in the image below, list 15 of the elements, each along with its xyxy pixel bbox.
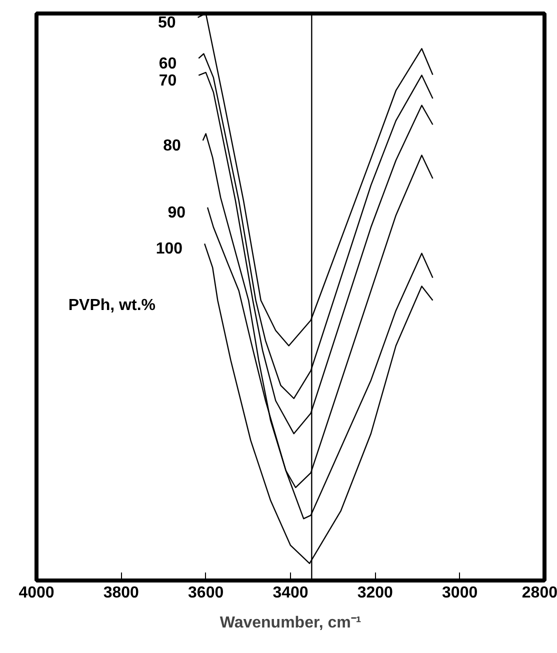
series-label: 50 [158, 14, 176, 32]
x-tick-label: 3400 [272, 584, 308, 602]
series-label: 100 [156, 240, 183, 258]
x-tick-label: 3600 [188, 584, 224, 602]
series-label: 80 [163, 138, 181, 155]
x-axis-title: Wavenumber, cm⁻¹ [220, 614, 362, 632]
x-tick-label: 3800 [103, 584, 140, 602]
series-label: 70 [158, 72, 177, 90]
series-label: 90 [168, 204, 186, 222]
x-tick-label: 3200 [357, 584, 394, 602]
legend-title: PVPh, wt.% [68, 297, 156, 314]
x-tick-label: 4000 [18, 584, 54, 602]
x-tick-label: 3000 [442, 584, 478, 602]
series-label: 60 [158, 55, 177, 72]
x-tick-label: 2800 [522, 584, 557, 602]
